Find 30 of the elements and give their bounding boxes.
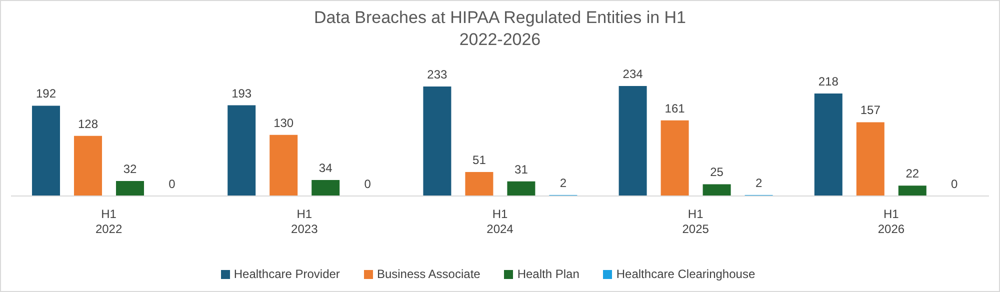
data-label: 25 — [710, 165, 724, 180]
x-tick-label: H1 2022 — [95, 207, 122, 236]
x-tick-label: H1 2025 — [682, 207, 710, 236]
data-label: 32 — [123, 162, 137, 176]
x-tick-label: H1 2024 — [486, 207, 514, 236]
data-label: 157 — [860, 103, 881, 118]
data-label: 0 — [951, 176, 958, 191]
data-label: 31 — [514, 162, 528, 176]
data-label: 193 — [232, 86, 252, 100]
data-label: 128 — [78, 116, 98, 131]
data-label: 34 — [318, 161, 333, 176]
data-label: 234 — [622, 67, 644, 81]
data-label: 192 — [36, 86, 56, 101]
data-label: 218 — [818, 74, 839, 89]
legend-label: Healthcare Clearinghouse — [616, 267, 756, 281]
data-label: 233 — [427, 67, 448, 82]
x-tick-label: H1 2023 — [291, 207, 318, 236]
data-label: 2 — [560, 176, 567, 190]
x-tick-label: H1 2026 — [878, 207, 905, 236]
data-label: 0 — [168, 176, 176, 191]
data-label: 130 — [274, 116, 294, 130]
legend-label: Business Associate — [376, 267, 480, 281]
legend-label: Health Plan — [517, 267, 580, 281]
data-label: 0 — [364, 176, 372, 191]
legend-label: Healthcare Provider — [234, 267, 340, 281]
chart-title: Data Breaches at HIPAA Regulated Entities in H1 2022-2026 — [313, 7, 687, 51]
data-label: 22 — [906, 166, 920, 181]
data-label: 2 — [755, 176, 762, 190]
data-label: 51 — [472, 153, 486, 168]
data-label: 161 — [664, 101, 686, 116]
